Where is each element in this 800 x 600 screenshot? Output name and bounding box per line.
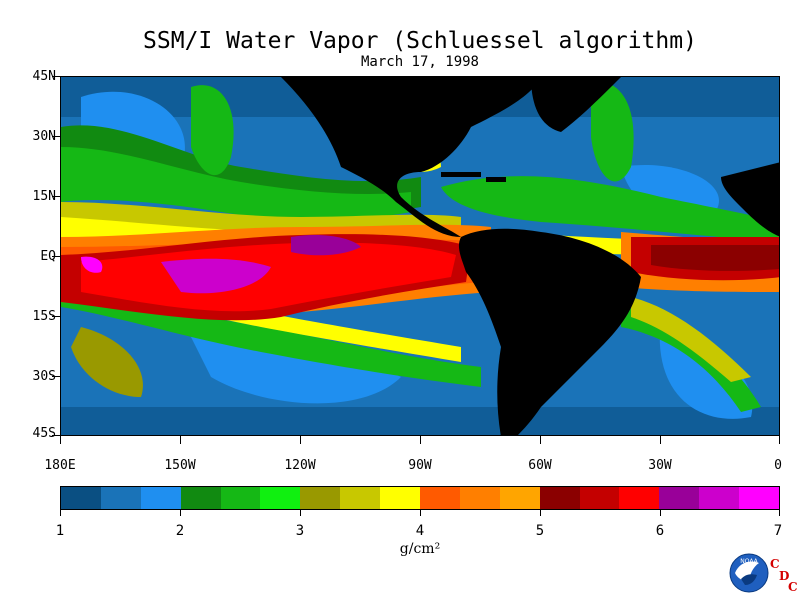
moisture-plume [591,81,634,182]
moisture-peak-magenta [81,256,103,273]
land-caribbean-islands [486,177,506,182]
water-vapor-map [60,76,780,436]
colorbar-label: 4 [415,523,425,539]
lon-label: 90W [408,458,432,473]
cdc-letter: C [770,557,780,571]
colorbar-swatch [260,487,301,509]
noaa-logo-text: NOAA [740,558,758,565]
lon-tick [60,436,61,444]
colorbar-label: 7 [773,523,783,539]
lat-label: EQ [40,249,56,264]
lon-tick [540,436,541,444]
moisture-peak-magenta [291,235,361,256]
colorbar-units: g/cm² [399,541,441,557]
colorbar-swatch [699,487,740,509]
moisture-band-green [61,147,411,220]
colorbar-swatch [300,487,341,509]
colorbar-label: 6 [655,523,665,539]
moisture-band-green [441,176,779,242]
lat-label: 15N [32,189,56,204]
moisture-peak-magenta [161,258,271,294]
cdc-letter: D [779,569,790,583]
lon-label: 120W [284,458,316,473]
lat-tick [52,196,60,197]
colorbar-tick [660,510,661,516]
moisture-plume [191,85,234,176]
lat-label: 30N [32,129,56,144]
colorbar [60,486,780,510]
land-south-america [458,228,641,435]
colorbar-tick [779,510,780,516]
moisture-core-red [81,242,456,312]
moisture-band-olive [71,327,143,397]
lat-tick [52,76,60,77]
colorbar-swatch [420,487,460,509]
lon-tick [660,436,661,444]
colorbar-swatch [619,487,660,509]
land-north-atlantic [531,77,621,132]
colorbar-swatch [220,487,261,509]
colorbar-swatch [100,487,141,509]
colorbar-swatch [579,487,620,509]
colorbar-swatch [61,487,101,509]
lon-tick [420,436,421,444]
land-caribbean-islands [441,172,481,177]
colorbar-swatch [539,487,580,509]
lat-tick [52,316,60,317]
lat-tick [52,376,60,377]
lon-tick [300,436,301,444]
lat-label: 15S [32,309,56,324]
land-africa [721,162,779,237]
colorbar-swatch [140,487,181,509]
noaa-logo: NOAA [729,553,769,593]
cdc-letter: C [788,580,798,594]
colorbar-tick [420,510,421,516]
colorbar-swatch [499,487,540,509]
colorbar-swatch [459,487,500,509]
colorbar-label: 5 [535,523,545,539]
colorbar-label: 3 [295,523,305,539]
colorbar-label: 1 [55,523,65,539]
map-date: March 17, 1998 [360,54,479,70]
colorbar-swatch [340,487,381,509]
lat-label: 45S [32,426,56,441]
moisture-band-yellow [631,297,751,382]
land-north-america [281,77,541,237]
colorbar-tick [540,510,541,516]
lat-tick [52,435,60,436]
lat-tick [52,136,60,137]
map-svg [61,77,779,435]
lon-tick [180,436,181,444]
colorbar-tick [60,510,61,516]
lat-tick [52,256,60,257]
colorbar-swatch [180,487,221,509]
colorbar-label: 2 [175,523,185,539]
lon-label: 0 [774,458,782,473]
lat-label: 30S [32,369,56,384]
colorbar-swatch [380,487,421,509]
colorbar-tick [180,510,181,516]
moisture-band-green [61,297,481,387]
colorbar-tick [300,510,301,516]
colorbar-swatch [659,487,700,509]
lon-label: 30W [648,458,672,473]
map-title: SSM/I Water Vapor (Schluessel algorithm) [143,28,697,54]
lon-tick [779,436,780,444]
lon-label: 60W [528,458,552,473]
lat-label: 45N [32,69,56,84]
moisture-core-red [651,244,779,271]
south-dry-band [61,407,779,435]
lon-label: 180E [44,458,76,473]
moisture-band-green [621,307,761,412]
lon-label: 150W [164,458,196,473]
colorbar-swatch [739,487,780,509]
